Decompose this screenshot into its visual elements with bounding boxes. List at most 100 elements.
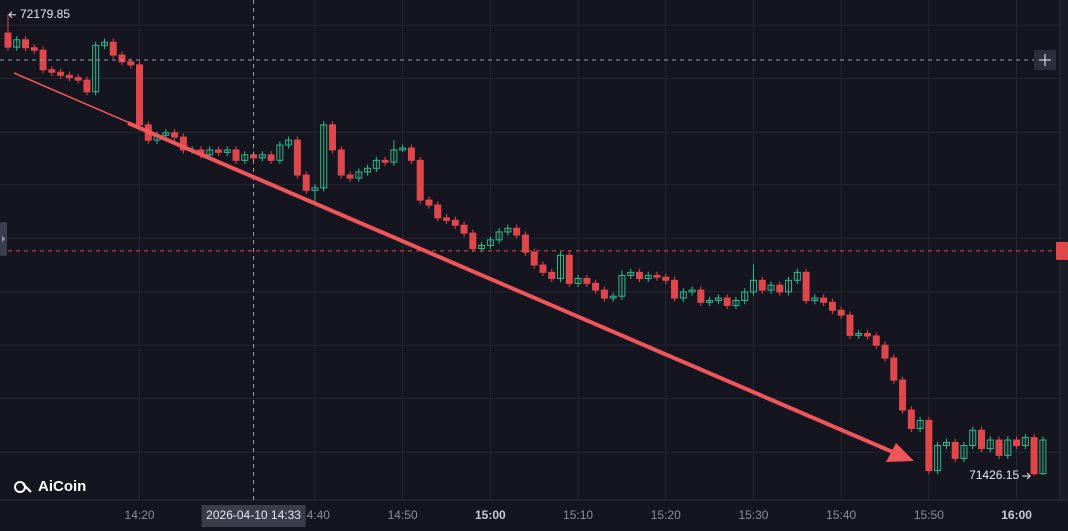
candle-body <box>425 199 433 206</box>
candle-body <box>837 309 845 316</box>
x-tick-label: 15:30 <box>738 508 768 522</box>
side-tab-arrow <box>2 236 5 242</box>
candle-body <box>214 149 222 153</box>
candle-body <box>434 204 442 219</box>
candle-body <box>732 299 740 306</box>
grid <box>0 0 1060 500</box>
candle-body <box>22 39 30 49</box>
candle-body <box>706 299 714 303</box>
candle-body <box>583 277 591 284</box>
candle-body <box>942 441 950 447</box>
crosshair-label: 2026-04-10 14:33 <box>206 508 301 522</box>
candle-body <box>969 429 977 447</box>
candle-body <box>872 335 880 346</box>
candle-body <box>916 419 924 429</box>
candle-body <box>30 47 38 51</box>
candle-body <box>644 274 652 279</box>
x-tick-label: 15:00 <box>475 508 506 522</box>
candle-body <box>206 149 214 156</box>
x-tick-label: 14:20 <box>125 508 155 522</box>
candle-body <box>539 264 547 273</box>
x-tick-label: 15:20 <box>651 508 681 522</box>
candle-body <box>521 234 529 253</box>
candle-body <box>635 271 643 279</box>
candle-body <box>785 279 793 293</box>
candle-body <box>758 279 766 291</box>
candle-body <box>934 445 942 472</box>
brand-logo: AiCoin <box>14 478 86 495</box>
candle-body <box>1030 437 1038 475</box>
candle-body <box>820 297 828 303</box>
candle-body <box>65 74 73 79</box>
candle-body <box>381 159 389 163</box>
candle-body <box>223 149 231 153</box>
candle-body <box>57 71 65 76</box>
candle-body <box>92 44 100 93</box>
candle-body <box>346 174 354 179</box>
candle-body <box>1013 439 1021 447</box>
candle-body <box>4 32 12 48</box>
candle-body <box>241 154 249 161</box>
candle-body <box>899 379 907 411</box>
candle-body <box>776 284 784 293</box>
overlay <box>0 0 1068 500</box>
low-marker-arrowhead <box>1026 472 1031 480</box>
candle-body <box>548 271 556 279</box>
candle-body <box>574 277 582 284</box>
candle-body <box>688 289 696 293</box>
candle-body <box>767 284 775 291</box>
candle-body <box>890 357 898 381</box>
candle-body <box>846 314 854 336</box>
candle-body <box>530 251 538 266</box>
candle-body <box>565 254 573 284</box>
crosshair-label-box <box>201 505 306 527</box>
candle-body <box>276 144 284 161</box>
candle-body <box>609 295 617 299</box>
candle-body <box>1004 439 1012 456</box>
low-marker-label: 71426.15 <box>969 468 1019 482</box>
last-price-tag <box>1056 241 1068 260</box>
candle-body <box>741 291 749 301</box>
candle-body <box>960 445 968 459</box>
candle-body <box>925 419 933 472</box>
candle-body <box>907 409 915 429</box>
candle-body <box>267 154 275 161</box>
candle-body <box>328 124 336 151</box>
candle-body <box>679 291 687 299</box>
candle-body <box>1021 437 1029 447</box>
candle-body <box>881 344 889 359</box>
candle-body <box>714 297 722 301</box>
candle-body <box>504 227 512 233</box>
candle-body <box>478 244 486 249</box>
candle-body <box>109 41 117 56</box>
candle-body <box>416 159 424 201</box>
candle-body <box>390 149 398 163</box>
x-tick-label: 14:50 <box>388 508 418 522</box>
candle-body <box>136 64 144 126</box>
candle-body <box>951 441 959 459</box>
candle-body <box>671 279 679 299</box>
candle-body <box>1039 439 1047 475</box>
candle-body <box>600 289 608 299</box>
candle-body <box>364 167 372 173</box>
candle-body <box>293 139 301 176</box>
candle-body <box>232 149 240 161</box>
candle-body <box>697 289 705 303</box>
candle-body <box>48 69 56 73</box>
candle-body <box>74 77 82 81</box>
candle-body <box>811 297 819 301</box>
candle-body <box>627 271 635 276</box>
candle-body <box>749 279 757 293</box>
candle-body <box>451 219 459 226</box>
candle-body <box>100 41 108 46</box>
candle-body <box>443 217 451 221</box>
candle-body <box>355 171 363 179</box>
candle-body <box>162 132 170 136</box>
x-tick-label: 14:40 <box>300 508 330 522</box>
x-tick-label: 16:00 <box>1001 508 1032 522</box>
candle-body <box>863 333 871 337</box>
trend-arrow <box>13 72 914 462</box>
candle-body <box>407 147 415 161</box>
candles <box>4 14 1047 477</box>
